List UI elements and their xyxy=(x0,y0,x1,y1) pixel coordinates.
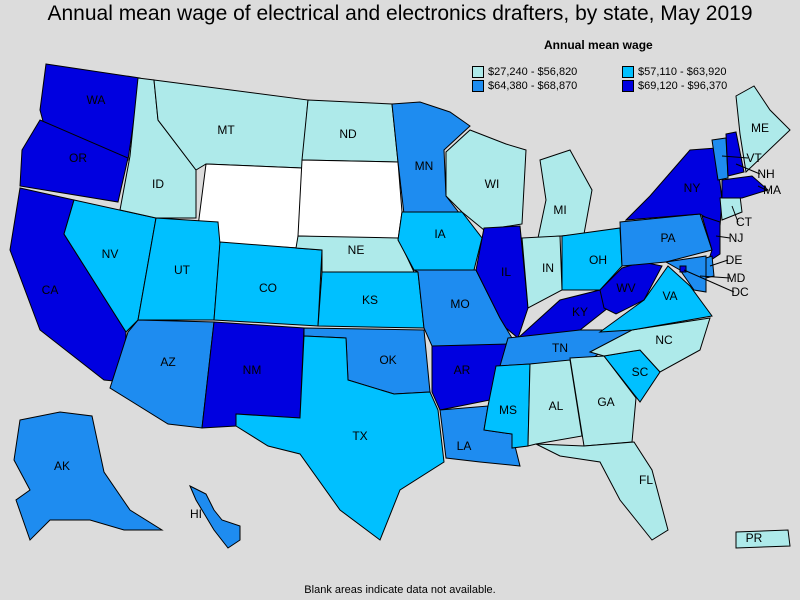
legend-swatch-2 xyxy=(622,66,634,78)
legend-item-1: $27,240 - $56,820 xyxy=(472,66,577,78)
state-PR[interactable] xyxy=(735,529,791,549)
legend-item-3: $64,380 - $68,870 xyxy=(472,80,577,92)
state-OR[interactable] xyxy=(19,119,129,203)
state-label-AZ: AZ xyxy=(160,355,175,369)
state-label-NC: NC xyxy=(655,333,673,347)
callout-line-NH xyxy=(735,163,761,175)
state-label-CO: CO xyxy=(259,281,277,295)
state-WI[interactable] xyxy=(445,129,527,231)
state-label-MO: MO xyxy=(450,297,469,311)
legend-label-4: $69,120 - $96,370 xyxy=(638,80,728,92)
footnote: Blank areas indicate data not available. xyxy=(304,584,496,596)
state-label-MI: MI xyxy=(553,203,566,217)
state-label-ND: ND xyxy=(339,127,357,141)
state-GA[interactable] xyxy=(569,355,637,447)
callout-line-CT xyxy=(731,205,739,223)
state-label-PR: PR xyxy=(746,531,763,545)
legend-label-1: $27,240 - $56,820 xyxy=(488,66,578,78)
map-title: Annual mean wage of electrical and elect… xyxy=(47,2,753,25)
state-SD[interactable] xyxy=(297,159,403,241)
state-IA[interactable] xyxy=(397,211,483,271)
state-FL[interactable] xyxy=(535,441,669,541)
callout-line-MD xyxy=(699,275,731,279)
state-label-PA: PA xyxy=(660,231,675,245)
legend-title: Annual mean wage xyxy=(544,38,653,52)
state-AL[interactable] xyxy=(527,359,583,447)
state-label-KY: KY xyxy=(572,305,588,319)
state-AR[interactable] xyxy=(431,343,509,411)
state-WV[interactable] xyxy=(599,261,663,315)
state-OH[interactable] xyxy=(561,227,623,291)
state-label-VT: VT xyxy=(746,151,762,165)
state-label-MS: MS xyxy=(499,403,517,417)
state-label-AL: AL xyxy=(549,399,564,413)
legend-label-2: $57,110 - $63,920 xyxy=(638,66,727,78)
callout-line-MA xyxy=(757,185,767,191)
state-label-MN: MN xyxy=(415,159,434,173)
state-label-OR: OR xyxy=(69,151,87,165)
state-label-TX: TX xyxy=(352,429,367,443)
callout-line-DC xyxy=(683,269,735,293)
state-label-KS: KS xyxy=(362,293,378,307)
state-DC[interactable] xyxy=(679,265,687,273)
state-label-MD: MD xyxy=(727,271,746,285)
state-label-SC: SC xyxy=(632,365,649,379)
state-label-WV: WV xyxy=(616,281,635,295)
state-NY[interactable] xyxy=(624,147,723,227)
state-VT[interactable] xyxy=(711,137,729,181)
state-label-NH: NH xyxy=(757,167,774,181)
state-label-TN: TN xyxy=(552,341,568,355)
callout-line-VT xyxy=(721,155,749,159)
state-label-IA: IA xyxy=(434,227,445,241)
legend-item-4: $69,120 - $96,370 xyxy=(622,80,727,92)
state-MN[interactable] xyxy=(391,101,471,215)
legend-item-2: $57,110 - $63,920 xyxy=(622,66,726,78)
state-label-IL: IL xyxy=(501,265,511,279)
state-label-CA: CA xyxy=(42,283,59,297)
state-label-UT: UT xyxy=(174,263,191,277)
callout-line-DE xyxy=(709,259,729,267)
state-label-DC: DC xyxy=(731,285,749,299)
state-label-AK: AK xyxy=(54,459,70,473)
state-MA[interactable] xyxy=(721,175,770,199)
state-NJ[interactable] xyxy=(701,215,721,264)
state-label-MA: MA xyxy=(763,183,781,197)
state-label-AR: AR xyxy=(454,363,471,377)
state-label-WA: WA xyxy=(87,93,106,107)
state-TX[interactable] xyxy=(235,335,445,541)
callout-line-NJ xyxy=(715,235,731,239)
state-label-VA: VA xyxy=(662,289,677,303)
state-label-WI: WI xyxy=(485,177,500,191)
legend-label-3: $64,380 - $68,870 xyxy=(488,80,578,92)
state-ME[interactable] xyxy=(735,85,791,174)
state-label-ID: ID xyxy=(152,177,164,191)
state-label-ME: ME xyxy=(751,121,769,135)
state-label-NJ: NJ xyxy=(729,231,744,245)
state-label-GA: GA xyxy=(597,395,614,409)
state-DE[interactable] xyxy=(705,255,715,279)
legend-swatch-3 xyxy=(472,80,484,92)
state-HI[interactable] xyxy=(189,484,241,549)
state-MD[interactable] xyxy=(664,255,707,293)
state-label-MT: MT xyxy=(217,123,235,137)
state-IL[interactable] xyxy=(475,225,529,339)
state-label-CT: CT xyxy=(736,215,753,229)
state-label-IN: IN xyxy=(542,261,554,275)
state-label-NM: NM xyxy=(243,363,262,377)
state-label-FL: FL xyxy=(639,473,653,487)
state-label-LA: LA xyxy=(457,439,472,453)
state-label-NY: NY xyxy=(684,181,701,195)
state-label-NE: NE xyxy=(348,243,365,257)
legend-swatch-1 xyxy=(472,66,484,78)
legend-swatch-4 xyxy=(622,80,634,92)
state-label-NV: NV xyxy=(102,247,119,261)
state-MI[interactable] xyxy=(537,149,593,239)
state-label-OK: OK xyxy=(379,353,396,367)
state-label-DE: DE xyxy=(726,253,743,267)
state-AK[interactable] xyxy=(13,411,164,541)
state-label-HI: HI xyxy=(190,507,202,521)
state-label-OH: OH xyxy=(589,253,607,267)
